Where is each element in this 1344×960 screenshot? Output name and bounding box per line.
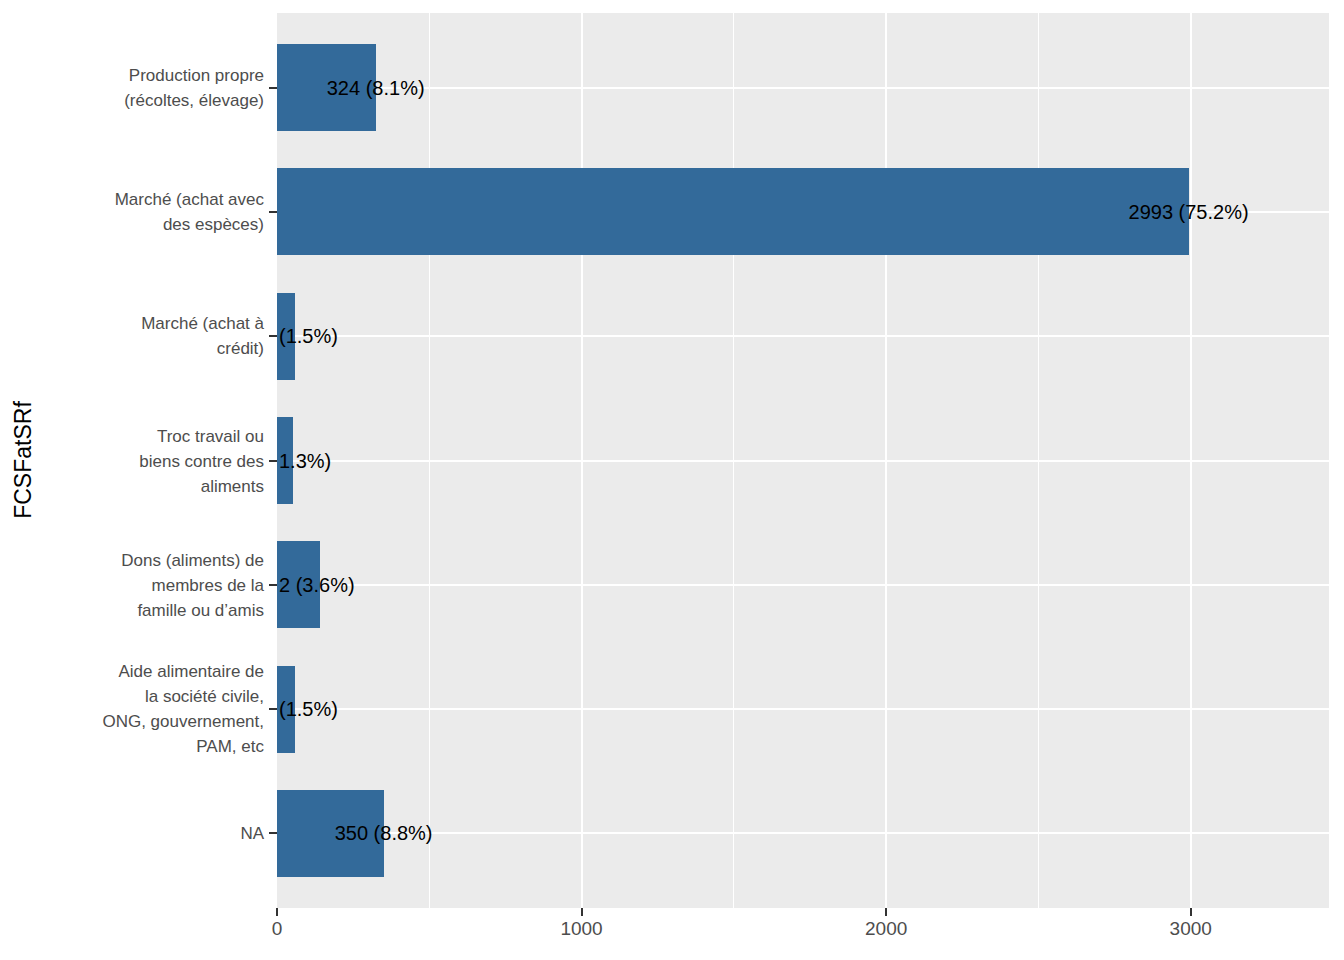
gridline-major-horizontal <box>277 584 1329 586</box>
plot-panel: 350 (8.8%) (1.5%) 2 (3.6%) 1.3%) (1.5%) 2993 … <box>277 13 1329 908</box>
y-axis-tick <box>269 211 277 213</box>
gridline-major-horizontal <box>277 832 1329 834</box>
bar-value-label: 2993 (75.2%) <box>1129 200 1249 223</box>
bar <box>277 168 1189 255</box>
x-axis-tick-label: 2000 <box>865 918 907 940</box>
y-axis-tick <box>269 832 277 834</box>
y-axis-tick <box>269 335 277 337</box>
category-label: Marché (achat à crédit) <box>141 311 264 361</box>
gridline-major-horizontal <box>277 708 1329 710</box>
category-label: Troc travail ou biens contre des aliment… <box>139 423 264 498</box>
gridline-major-horizontal <box>277 460 1329 462</box>
bar-value-label: (1.5%) <box>279 698 338 721</box>
category-label: Dons (aliments) de membres de la famille… <box>121 547 264 622</box>
category-label: Aide alimentaire de la société civile, O… <box>102 659 264 759</box>
bar-value-label: 1.3%) <box>279 449 331 472</box>
x-axis-tick <box>885 908 887 916</box>
bar-value-label: 324 (8.1%) <box>327 76 425 99</box>
x-axis-tick <box>276 908 278 916</box>
y-axis-tick <box>269 460 277 462</box>
bar-value-label: (1.5%) <box>279 325 338 348</box>
y-axis-tick <box>269 708 277 710</box>
y-axis-title: FCSFatSRf <box>10 401 37 519</box>
x-axis-tick-label: 1000 <box>560 918 602 940</box>
category-label: NA <box>240 821 264 846</box>
category-label: Production propre (récoltes, élevage) <box>124 63 264 113</box>
bar-chart-figure: FCSFatSRf 350 (8.8%) (1.5%) 2 (3.6%) 1.3%) (… <box>0 0 1344 960</box>
y-axis-tick <box>269 87 277 89</box>
x-axis-tick <box>581 908 583 916</box>
y-axis-tick <box>269 584 277 586</box>
gridline-major-horizontal <box>277 87 1329 89</box>
bar-value-label: 2 (3.6%) <box>279 573 355 596</box>
x-axis-tick-label: 0 <box>272 918 283 940</box>
bar-value-label: 350 (8.8%) <box>335 822 433 845</box>
x-axis-tick <box>1190 908 1192 916</box>
x-axis-tick-label: 3000 <box>1170 918 1212 940</box>
gridline-major-horizontal <box>277 335 1329 337</box>
category-label: Marché (achat avec des espèces) <box>115 187 264 237</box>
